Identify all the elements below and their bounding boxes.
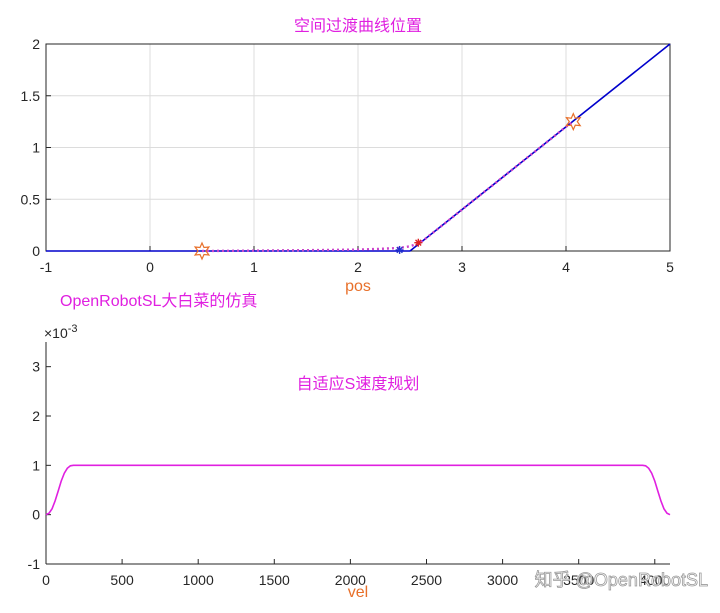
- c2-y-tick-label: -1: [28, 556, 41, 572]
- velocity-exponent-base: ×10: [44, 325, 68, 341]
- velocity-chart: 0 500 1000 1500 2000 2500 3000 3500 4000 -10123 …: [28, 323, 671, 601]
- velocity-axes: [45, 342, 670, 565]
- c1-x-tick-label: 5: [666, 259, 674, 275]
- position-y-ticks: 0 0.5 1 1.5 2: [21, 36, 51, 259]
- velocity-exponent: ×10-3: [44, 323, 78, 341]
- c1-x-tick-label: 0: [146, 259, 154, 275]
- position-markers: [193, 112, 582, 261]
- c1-series-line-1: [201, 120, 574, 253]
- c2-x-tick-label: 1000: [183, 572, 214, 588]
- c1-x-tick-label: 4: [562, 259, 570, 275]
- position-grid: [45, 43, 671, 252]
- c2-x-tick-label: 0: [42, 572, 50, 588]
- velocity-series: [45, 464, 671, 516]
- position-chart: -1 0 1 2 3 4 5 00.511.52 空间过渡曲线位置 pos: [21, 17, 675, 295]
- c2-x-tick-label: 2000: [335, 572, 366, 588]
- position-x-ticks: -1 0 1 2 3 4 5: [40, 246, 674, 275]
- c1-x-tick-label: 2: [354, 259, 362, 275]
- velocity-x-label: vel: [348, 584, 368, 601]
- c2-x-tick-label: 2500: [411, 572, 442, 588]
- c2-y-tick-label: 0: [32, 507, 40, 523]
- c1-y-tick-label: 0: [32, 243, 40, 259]
- c1-y-tick-label: 0.5: [21, 191, 41, 207]
- c1-x-tick-label: 1: [250, 259, 258, 275]
- c2-x-tick-label: 500: [110, 572, 134, 588]
- c2-y-tick-label: 3: [32, 359, 40, 375]
- c1-marker-asterisk: [414, 238, 423, 247]
- c1-x-tick-label: 3: [458, 259, 466, 275]
- c1-x-tick-label: -1: [40, 259, 53, 275]
- velocity-y-ticks: -1 0 1 2 3: [28, 359, 51, 572]
- c2-x-tick-label: 3500: [563, 572, 594, 588]
- velocity-exponent-power: -3: [68, 323, 78, 335]
- c1-y-tick-label: 2: [32, 36, 40, 52]
- watermark: 知乎 @OpenRobotSL: [535, 570, 708, 590]
- position-chart-title: 空间过渡曲线位置: [294, 17, 422, 35]
- c2-y-tick-label: 2: [32, 408, 40, 424]
- c2-x-tick-label: 1500: [259, 572, 290, 588]
- c1-series-line-0: [46, 43, 671, 252]
- position-series: [46, 43, 671, 253]
- velocity-chart-title: 自适应S速度规划: [297, 374, 420, 393]
- c1-marker-asterisk: [395, 245, 404, 254]
- c1-marker-hexagram: [193, 241, 211, 261]
- c2-series-line-0: [45, 464, 671, 516]
- c2-x-tick-label: 4000: [639, 572, 670, 588]
- velocity-x-ticks: 0 500 1000 1500 2000 2500 3000 3500 4000: [42, 559, 671, 588]
- simulation-annotation: OpenRobotSL大白菜的仿真: [60, 292, 257, 310]
- c2-x-tick-label: 3000: [487, 572, 518, 588]
- c1-marker-hexagram: [565, 112, 582, 132]
- c1-y-tick-label: 1.5: [21, 88, 41, 104]
- position-x-label: pos: [345, 278, 371, 295]
- c2-y-tick-label: 1: [32, 457, 40, 473]
- c1-y-tick-label: 1: [32, 140, 40, 156]
